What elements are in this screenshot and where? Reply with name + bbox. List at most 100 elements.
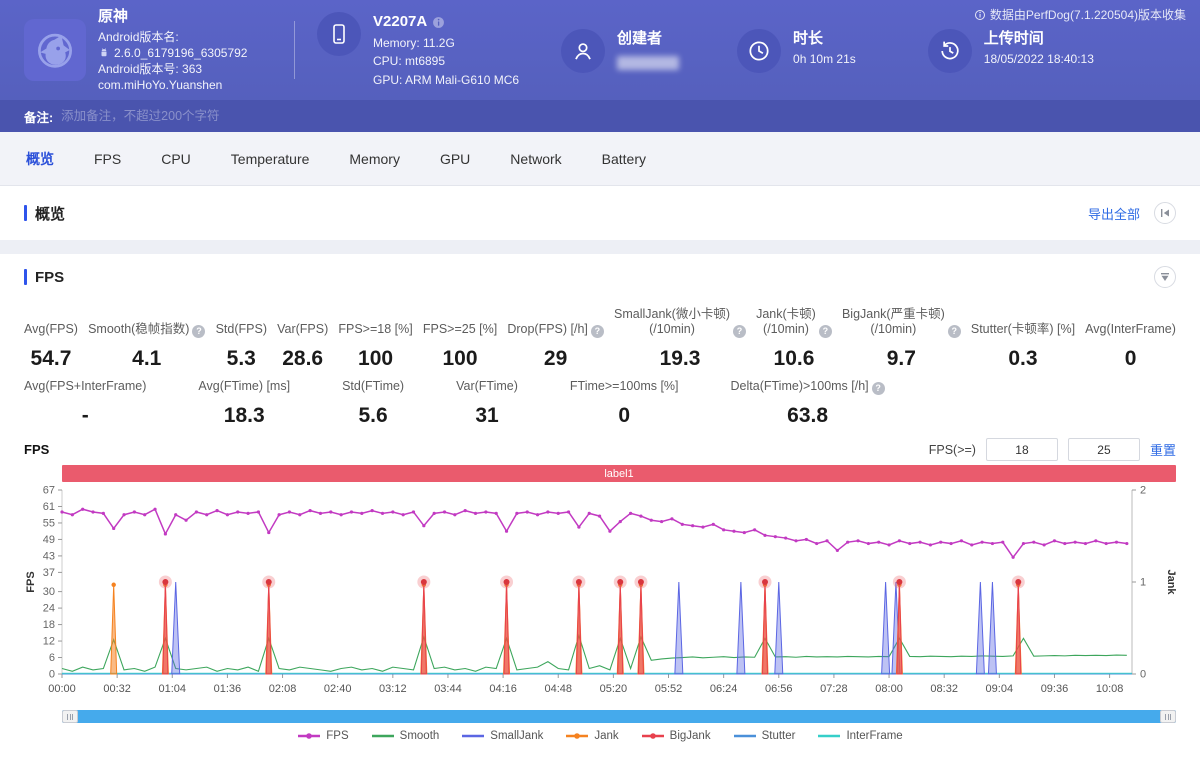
- upload-value: 18/05/2022 18:40:13: [984, 50, 1094, 69]
- stat-label: Smooth(稳帧指数): [88, 322, 189, 338]
- stat-value: 28.6: [277, 347, 328, 371]
- creator-value-redacted: [617, 56, 679, 70]
- chart-scrollbar[interactable]: [62, 710, 1176, 723]
- stat-value: 18.3: [198, 404, 290, 428]
- legend-item-smalljank[interactable]: SmallJank: [461, 730, 543, 742]
- stat-value: 0.3: [971, 347, 1075, 371]
- stat-value: 9.7: [842, 347, 961, 371]
- legend-swatch: [733, 732, 757, 740]
- stat-cell: Jank(卡顿) (/10min)?10.6: [756, 306, 832, 371]
- legend-label: InterFrame: [846, 730, 902, 742]
- tab-Memory[interactable]: Memory: [349, 151, 400, 167]
- upload-block: 上传时间 18/05/2022 18:40:13: [928, 27, 1094, 73]
- stat-value: 4.1: [88, 347, 205, 371]
- scrollbar-handle-right[interactable]: [1160, 710, 1176, 723]
- stat-cell: Avg(FPS+InterFrame)-: [24, 375, 146, 428]
- svg-text:02:40: 02:40: [324, 683, 352, 695]
- fps-stats-row1: Avg(FPS)54.7Smooth(稳帧指数)?4.1Std(FPS)5.3V…: [0, 300, 1200, 371]
- stat-cell: Std(FPS)5.3: [216, 306, 267, 371]
- legend-item-stutter[interactable]: Stutter: [733, 730, 796, 742]
- stat-cell: Avg(InterFrame)0: [1085, 306, 1176, 371]
- history-clock-icon: [928, 29, 972, 73]
- svg-text:00:32: 00:32: [103, 683, 131, 695]
- legend-item-bigjank[interactable]: BigJank: [641, 730, 711, 742]
- stat-cell: BigJank(严重卡顿) (/10min)?9.7: [842, 306, 961, 371]
- device-model: V2207A: [373, 10, 427, 33]
- tab-Battery[interactable]: Battery: [602, 151, 646, 167]
- legend-label: SmallJank: [490, 730, 543, 742]
- tab-GPU[interactable]: GPU: [440, 151, 470, 167]
- fps-collapse-button[interactable]: [1154, 266, 1176, 288]
- svg-text:67: 67: [43, 485, 55, 497]
- wolf-logo-icon: [30, 25, 80, 75]
- note-label: 备注:: [24, 107, 53, 126]
- legend-item-smooth[interactable]: Smooth: [371, 730, 440, 742]
- tab-CPU[interactable]: CPU: [161, 151, 191, 167]
- duration-value: 0h 10m 21s: [793, 50, 856, 69]
- reset-link[interactable]: 重置: [1150, 440, 1176, 459]
- stat-cell: FPS>=18 [%]100: [338, 306, 412, 371]
- legend-item-fps[interactable]: FPS: [297, 730, 348, 742]
- device-cpu: CPU: mt6895: [373, 52, 519, 71]
- help-icon[interactable]: ?: [192, 325, 205, 338]
- tab-bar: 概览 FPS CPU Temperature Memory GPU Network Batte…: [0, 132, 1200, 186]
- tab-FPS[interactable]: FPS: [94, 151, 121, 167]
- legend-label: FPS: [326, 730, 348, 742]
- fps-threshold-input-2[interactable]: [1068, 438, 1140, 461]
- panel-gap: [0, 240, 1200, 254]
- svg-text:0: 0: [49, 669, 55, 681]
- overview-title: 概览: [24, 203, 65, 224]
- svg-text:FPS: FPS: [25, 571, 37, 592]
- svg-text:05:20: 05:20: [600, 683, 628, 695]
- stat-label: Jank(卡顿) (/10min): [756, 307, 816, 338]
- fps-line-chart: 061218243037434955616701200:0000:3201:04…: [24, 482, 1176, 710]
- title-accent-bar: [24, 269, 27, 285]
- chart-legend: FPS Smooth SmallJank Jank BigJank Stutter Inte…: [24, 730, 1176, 742]
- help-icon[interactable]: ?: [819, 325, 832, 338]
- info-icon[interactable]: [432, 16, 445, 29]
- help-icon[interactable]: ?: [733, 325, 746, 338]
- duration-label: 时长: [793, 27, 823, 50]
- overview-collapse-button[interactable]: [1154, 202, 1176, 224]
- stat-label: Delta(FTime)>100ms [/h]: [731, 379, 869, 395]
- stat-label: Stutter(卡顿率) [%]: [971, 322, 1075, 338]
- legend-item-jank[interactable]: Jank: [565, 730, 618, 742]
- stat-label: SmallJank(微小卡顿) (/10min): [614, 307, 730, 338]
- svg-text:00:00: 00:00: [48, 683, 76, 695]
- export-all-link[interactable]: 导出全部: [1088, 204, 1140, 223]
- phone-icon: [317, 12, 361, 56]
- stat-label: FTime>=100ms [%]: [570, 379, 679, 395]
- tab-Network[interactable]: Network: [510, 151, 561, 167]
- svg-text:03:12: 03:12: [379, 683, 407, 695]
- stat-label: FPS>=25 [%]: [423, 322, 497, 338]
- stat-cell: Avg(FPS)54.7: [24, 306, 78, 371]
- help-icon[interactable]: ?: [948, 325, 961, 338]
- android-icon: [98, 47, 110, 59]
- fps-stats-row2: Avg(FPS+InterFrame)-Avg(FTime) [ms]18.3S…: [0, 371, 1200, 428]
- collapse-down-icon: [1160, 272, 1170, 282]
- scrollbar-handle-left[interactable]: [62, 710, 78, 723]
- stat-label: Avg(FTime) [ms]: [198, 379, 290, 395]
- legend-swatch: [371, 732, 395, 740]
- help-icon[interactable]: ?: [872, 382, 885, 395]
- svg-text:01:04: 01:04: [159, 683, 187, 695]
- svg-text:08:32: 08:32: [930, 683, 958, 695]
- user-icon: [561, 29, 605, 73]
- tab-概览[interactable]: 概览: [26, 149, 54, 169]
- legend-item-interframe[interactable]: InterFrame: [817, 730, 902, 742]
- stat-value: 0: [570, 404, 679, 428]
- creator-block: 创建者: [561, 27, 679, 73]
- svg-text:09:04: 09:04: [986, 683, 1014, 695]
- svg-text:06:56: 06:56: [765, 683, 793, 695]
- tab-Temperature[interactable]: Temperature: [231, 151, 310, 167]
- legend-swatch: [297, 732, 321, 740]
- device-block: V2207A Memory: 11.2G CPU: mt6895 GPU: AR…: [317, 10, 519, 89]
- note-input[interactable]: [61, 109, 1176, 123]
- fps-threshold-input-1[interactable]: [986, 438, 1058, 461]
- app-version-label: Android版本名:: [98, 29, 288, 45]
- help-icon[interactable]: ?: [591, 325, 604, 338]
- stat-label: Avg(FPS): [24, 322, 78, 338]
- report-header: 原神 Android版本名: 2.6.0_6179196_6305792 And…: [0, 0, 1200, 100]
- legend-label: Jank: [594, 730, 618, 742]
- stat-value: 19.3: [614, 347, 746, 371]
